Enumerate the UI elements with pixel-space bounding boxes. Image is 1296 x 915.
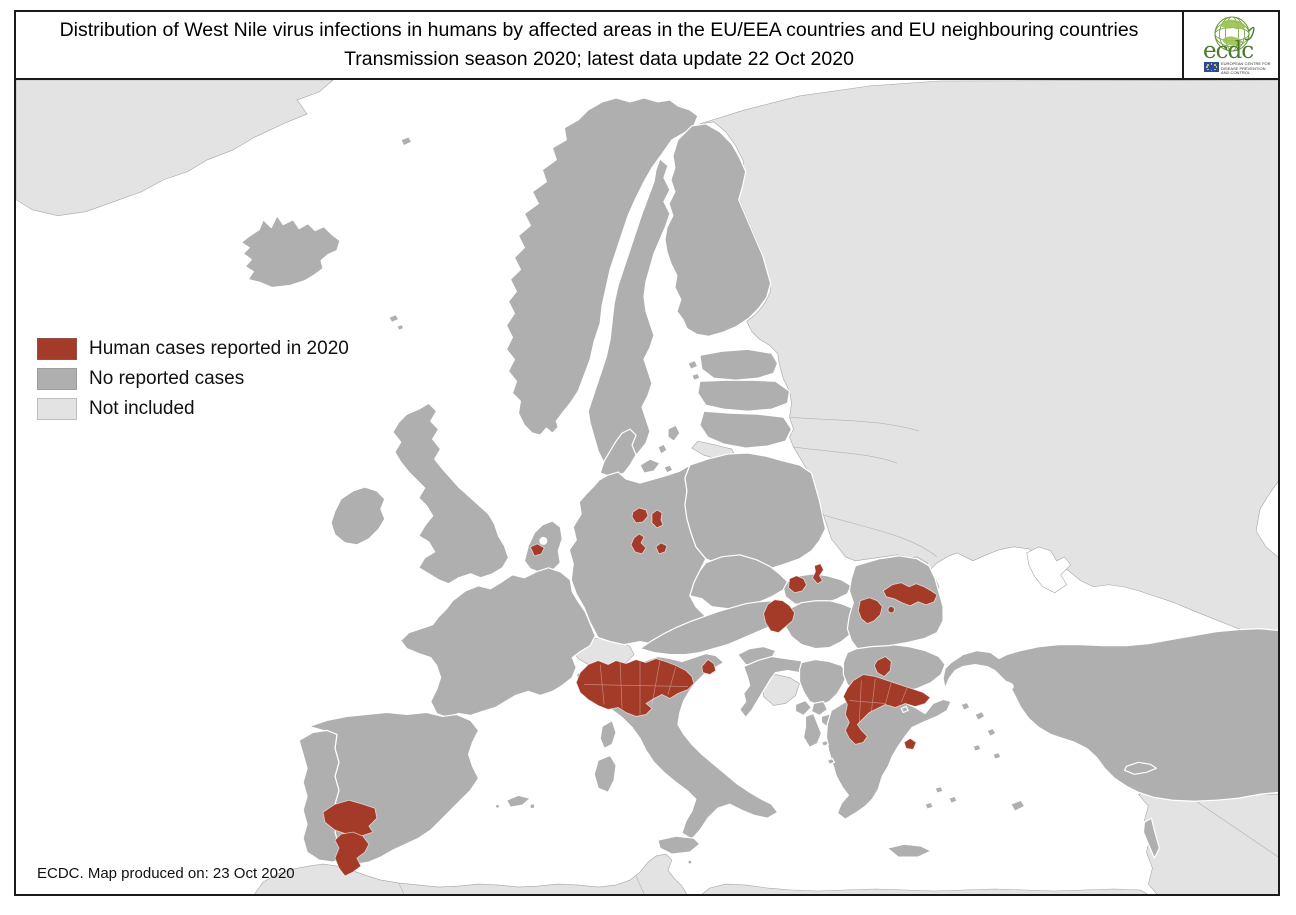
- cases-region-germany-3: [630, 533, 647, 555]
- country-poland: [684, 452, 827, 572]
- island-sardinia: [593, 754, 617, 793]
- country-france: [400, 567, 596, 719]
- island-cyprus: [1123, 761, 1157, 775]
- title-line-2: Transmission season 2020; latest data up…: [344, 48, 854, 70]
- title-line-1: Distribution of West Nile virus infectio…: [59, 18, 1139, 41]
- country-montenegro: [794, 699, 813, 717]
- map-area: Human cases reported in 2020 No reported…: [16, 80, 1278, 894]
- cases-region-veneto: [701, 659, 717, 675]
- legend-item-no-cases: No reported cases: [37, 368, 349, 390]
- country-ireland: [330, 486, 386, 546]
- cases-region-romania-bucharest: [887, 606, 895, 614]
- island-balearics: [505, 794, 531, 808]
- legend-item-not-included: Not included: [37, 398, 349, 420]
- island-malta: [687, 859, 693, 865]
- country-lithuania: [699, 410, 793, 449]
- country-estonia: [699, 348, 779, 381]
- cases-region-bulgaria-greece: [842, 674, 931, 745]
- cases-region-extremadura: [322, 799, 378, 837]
- country-greece: [825, 695, 952, 820]
- country-romania: [846, 555, 944, 650]
- cases-region-greece-evia: [903, 737, 917, 750]
- legend-label-cases: Human cases reported in 2020: [89, 338, 349, 359]
- cases-region-germany-1: [631, 507, 649, 524]
- country-turkey: [942, 628, 1278, 802]
- cases-region-northern-italy: [575, 658, 695, 717]
- legend: Human cases reported in 2020 No reported…: [37, 338, 349, 420]
- ecdc-wordmark: ecdc: [1203, 38, 1254, 64]
- island-sicily: [657, 835, 701, 855]
- legend-item-cases: Human cases reported in 2020: [37, 338, 349, 360]
- globe-icon: [1214, 16, 1255, 52]
- crimea: [1026, 546, 1072, 594]
- country-latvia: [697, 379, 791, 412]
- country-iceland: [240, 215, 341, 289]
- cases-region-bulgaria-north: [873, 656, 892, 677]
- ecdc-logo: ecdc EUROPEAN CENTRE FOR DISEASE PREVENT…: [1182, 12, 1278, 78]
- country-albania: [802, 712, 823, 748]
- island-corsica: [599, 719, 617, 749]
- cases-region-eastern-austria: [763, 599, 795, 634]
- ecdc-full-name: EUROPEAN CENTRE FOR DISEASE PREVENTION A…: [1221, 61, 1271, 76]
- map-frame: Distribution of West Nile virus infectio…: [14, 10, 1280, 896]
- legend-label-not-included: Not included: [89, 398, 195, 419]
- legend-swatch-not-included: [37, 398, 77, 420]
- country-israel: [1142, 817, 1160, 859]
- country-kosovo: [810, 700, 829, 717]
- country-sweden: [587, 158, 671, 472]
- cases-region-andalusia: [334, 831, 370, 877]
- legend-label-no-cases: No reported cases: [89, 368, 245, 389]
- eu-flag-icon: [1204, 62, 1219, 72]
- legend-swatch-no-cases: [37, 368, 77, 390]
- country-uk: [392, 402, 510, 585]
- cases-region-western-slovakia: [788, 575, 807, 594]
- country-norway: [505, 97, 699, 436]
- country-hungary: [784, 600, 858, 650]
- cases-region-hungary-danube: [812, 563, 824, 585]
- country-finland: [664, 123, 772, 337]
- country-greenland: [16, 80, 334, 216]
- country-serbia: [798, 658, 848, 707]
- island-jan-mayen: [400, 136, 413, 147]
- island-faroe: [388, 313, 405, 331]
- footer-credit: ECDC. Map produced on: 23 Oct 2020: [37, 865, 295, 882]
- cases-region-romania-central: [857, 597, 883, 625]
- cases-region-netherlands-utrecht: [529, 543, 545, 557]
- cases-region-germany-4: [655, 542, 668, 555]
- map-title: Distribution of West Nile virus infectio…: [16, 12, 1182, 78]
- country-denmark: [599, 428, 637, 478]
- country-czechia: [689, 554, 789, 610]
- europe-map: [16, 80, 1278, 894]
- island-crete: [886, 843, 932, 858]
- island-zealand: [639, 458, 661, 474]
- island-gotland: [667, 424, 681, 442]
- region-libya-egypt: [701, 883, 1148, 894]
- header: Distribution of West Nile virus infectio…: [16, 12, 1278, 80]
- island-oland: [657, 443, 668, 455]
- region-north-africa: [254, 853, 688, 894]
- legend-swatch-cases: [37, 338, 77, 360]
- island-rhodes: [1010, 799, 1026, 812]
- cases-region-germany-2: [651, 509, 664, 529]
- country-bosnia: [761, 674, 800, 706]
- region-levant: [1138, 789, 1278, 894]
- cases-region-romania-east: [882, 582, 938, 607]
